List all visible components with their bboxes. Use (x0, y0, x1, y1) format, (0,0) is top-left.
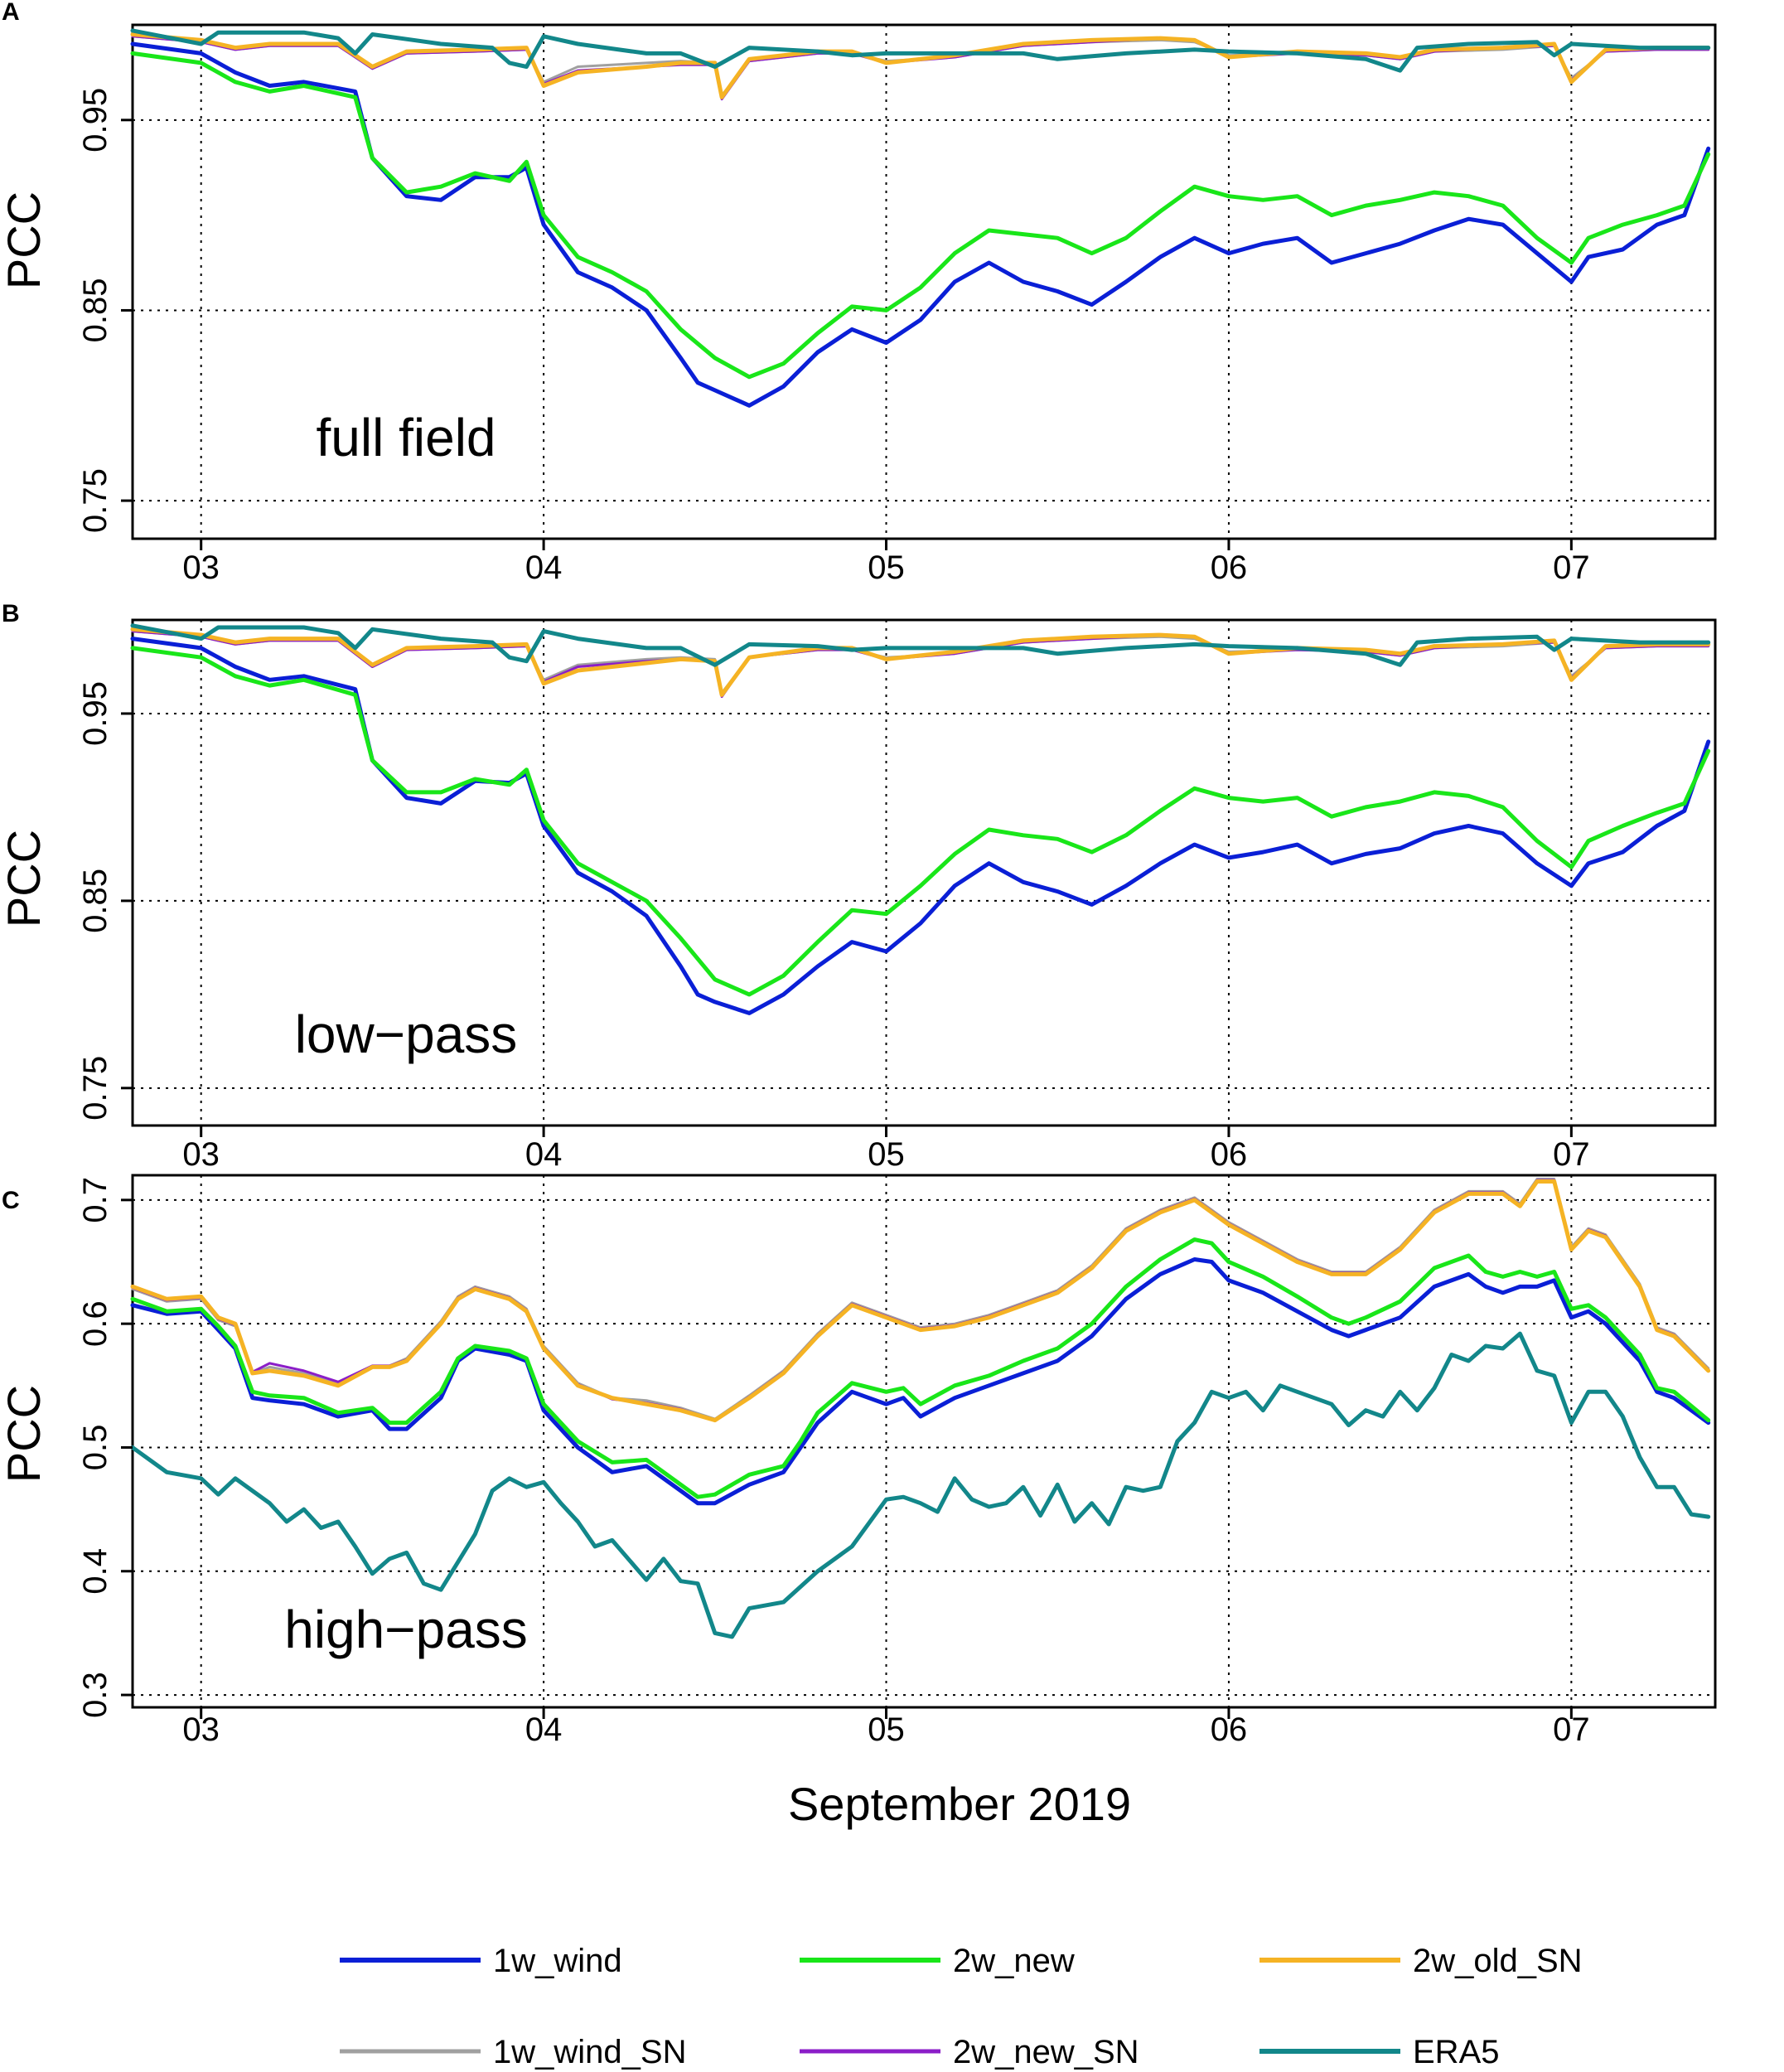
panel-title-c: C (2, 1187, 20, 1214)
x-tick-label: 03 (182, 1711, 220, 1748)
series-lines-b (130, 623, 1711, 1015)
plot-frame-a (131, 23, 1717, 540)
panel-label-a: full field (317, 408, 496, 467)
x-tick-labels-a: 03 04 05 06 07 (182, 539, 1590, 586)
x-tick-label: 05 (868, 1711, 905, 1748)
legend: 1w_wind 2w_new 2w_old_SN 1w_wind_SN 2w_new_S… (340, 1943, 1583, 2070)
y-tick-label: 0.75 (77, 468, 114, 533)
y-tick-label: 0.75 (77, 1056, 114, 1121)
legend-item-2w-new: 2w_new (800, 1943, 1075, 1979)
y-axis-label-a: PCC (0, 191, 50, 289)
y-tick-label: 0.95 (77, 88, 114, 152)
plot-frame-b (131, 618, 1717, 1127)
series-line-2w-new-sn (131, 1179, 1710, 1422)
series-line-2w-new (130, 1237, 1711, 1499)
x-tick-label: 04 (525, 1711, 563, 1748)
series-line-2w-old-sn (130, 1179, 1711, 1423)
series-line-era5 (130, 1331, 1711, 1639)
x-tick-labels-c: 03 04 05 06 07 (182, 1707, 1590, 1748)
x-tick-label: 03 (182, 1136, 220, 1173)
legend-item-1w-wind-sn: 1w_wind_SN (340, 2034, 686, 2070)
series-line-2w-new (130, 51, 1711, 380)
x-tick-label: 07 (1553, 1711, 1590, 1748)
legend-item-1w-wind: 1w_wind (340, 1943, 622, 1979)
series-line-1w-wind (130, 637, 1711, 1015)
legend-label: ERA5 (1413, 2034, 1500, 2070)
x-tick-label: 07 (1553, 549, 1590, 586)
panel-label-b: low−pass (295, 1005, 518, 1064)
legend-label: 1w_wind_SN (493, 2034, 686, 2070)
y-tick-label: 0.7 (77, 1177, 114, 1223)
series-line-era5 (130, 28, 1711, 73)
legend-label: 2w_new (953, 1943, 1075, 1979)
x-tick-label: 04 (525, 549, 563, 586)
x-tick-label: 03 (182, 549, 220, 586)
y-axis-label-c: PCC (0, 1385, 50, 1483)
y-tick-label: 0.4 (77, 1548, 114, 1595)
x-tick-label: 05 (868, 549, 905, 586)
y-tick-label: 0.6 (77, 1300, 114, 1347)
series-line-1w-wind (130, 41, 1711, 408)
panel-c: C 0.3 0.4 0.5 0.6 0.7 03 04 05 06 07 PCC high−pa… (0, 1174, 1717, 1748)
panel-a: A 0.75 0.85 0.95 03 04 05 06 07 PCC full field (0, 0, 1717, 586)
x-tick-label: 06 (1211, 1711, 1248, 1748)
y-tick-label: 0.85 (77, 278, 114, 343)
legend-label: 2w_new_SN (953, 2034, 1139, 2070)
x-tick-label: 06 (1211, 1136, 1248, 1173)
y-tick-label: 0.95 (77, 681, 114, 746)
x-axis-label: September 2019 (788, 1778, 1131, 1830)
plot-frame-c (131, 1174, 1717, 1709)
panel-title-a: A (2, 0, 20, 26)
panel-label-c: high−pass (284, 1600, 528, 1659)
series-lines-c (130, 1178, 1711, 1639)
panel-b: B 0.75 0.85 0.95 03 04 05 06 07 PCC low−pass (0, 600, 1717, 1173)
y-axis-label-b: PCC (0, 830, 50, 927)
y-tick-labels-c: 0.3 0.4 0.5 0.6 0.7 (77, 1177, 133, 1718)
x-tick-labels-b: 03 04 05 06 07 (182, 1126, 1590, 1173)
series-lines-a (130, 28, 1711, 408)
gridlines-b (133, 620, 1715, 1126)
panel-title-b: B (2, 600, 20, 627)
y-tick-label: 0.85 (77, 869, 114, 933)
legend-item-era5: ERA5 (1259, 2034, 1500, 2070)
legend-item-2w-old-sn: 2w_old_SN (1259, 1943, 1583, 1979)
x-tick-label: 06 (1211, 549, 1248, 586)
legend-label: 2w_old_SN (1413, 1943, 1583, 1979)
y-tick-label: 0.3 (77, 1672, 114, 1718)
y-tick-labels-a: 0.75 0.85 0.95 (77, 88, 133, 533)
y-tick-label: 0.5 (77, 1425, 114, 1471)
x-tick-label: 05 (868, 1136, 905, 1173)
y-tick-labels-b: 0.75 0.85 0.95 (77, 681, 133, 1121)
series-line-2w-new (130, 646, 1711, 997)
x-tick-label: 07 (1553, 1136, 1590, 1173)
series-line-era5 (130, 623, 1711, 667)
series-line-1w-wind (130, 1257, 1711, 1506)
legend-item-2w-new-sn: 2w_new_SN (800, 2034, 1139, 2070)
series-line-2w-old-sn (130, 32, 1711, 99)
legend-label: 1w_wind (493, 1943, 622, 1979)
x-tick-label: 04 (525, 1136, 563, 1173)
series-line-1w-wind-sn (131, 1178, 1710, 1421)
